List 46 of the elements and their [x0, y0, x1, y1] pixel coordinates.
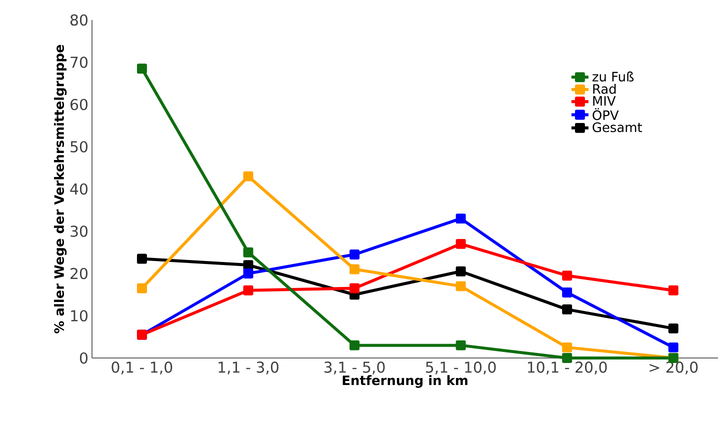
x-tick-label: 5,1 - 10,0 — [426, 362, 496, 374]
y-tick-label: 0 — [80, 352, 88, 364]
x-tick-label: 3,1 - 5,0 — [324, 362, 385, 374]
point — [243, 247, 254, 258]
point — [456, 340, 466, 350]
y-tick-label: 80 — [70, 14, 88, 26]
y-tick-label: 30 — [70, 226, 88, 237]
point — [562, 288, 572, 298]
y-tick-label: 40 — [70, 183, 88, 195]
y-tick-label: 50 — [70, 141, 88, 152]
x-tick-label: 10,1 - 20,0 — [528, 362, 607, 374]
point — [350, 283, 360, 294]
y-tick-label: 70 — [70, 56, 88, 68]
point — [243, 268, 254, 278]
legend-label: ÖPV — [592, 108, 619, 120]
point — [562, 342, 572, 352]
point — [668, 342, 678, 352]
point — [350, 340, 360, 350]
x-tick-label: 1,1 - 3,0 — [218, 362, 278, 374]
point — [243, 171, 254, 182]
point — [456, 214, 466, 224]
legend-label: Gesamt — [592, 122, 642, 132]
y-axis-title: % aller Wege der Verkehrsmittelgruppe — [54, 44, 67, 334]
point — [136, 283, 147, 294]
point — [668, 323, 678, 334]
legend-label: MIV — [593, 96, 616, 106]
point — [136, 254, 147, 264]
point — [562, 304, 572, 314]
point — [350, 250, 360, 260]
legend-label: zu Fuß — [592, 72, 634, 82]
point — [136, 64, 147, 74]
x-tick-label: > 20,0 — [650, 362, 698, 374]
point — [456, 266, 466, 276]
x-tick-label: 0,1 - 1,0 — [112, 362, 172, 374]
x-axis-title: Entfernung in km — [342, 375, 468, 388]
legend-label: Rad — [593, 84, 616, 94]
point — [668, 285, 678, 296]
point — [456, 281, 466, 292]
point — [562, 270, 572, 281]
point — [562, 353, 572, 363]
y-tick-label: 20 — [70, 268, 88, 280]
point — [243, 285, 254, 296]
y-tick-label: 60 — [70, 98, 88, 110]
point — [456, 238, 466, 249]
point — [350, 264, 360, 274]
y-tick-label: 10 — [71, 310, 88, 322]
